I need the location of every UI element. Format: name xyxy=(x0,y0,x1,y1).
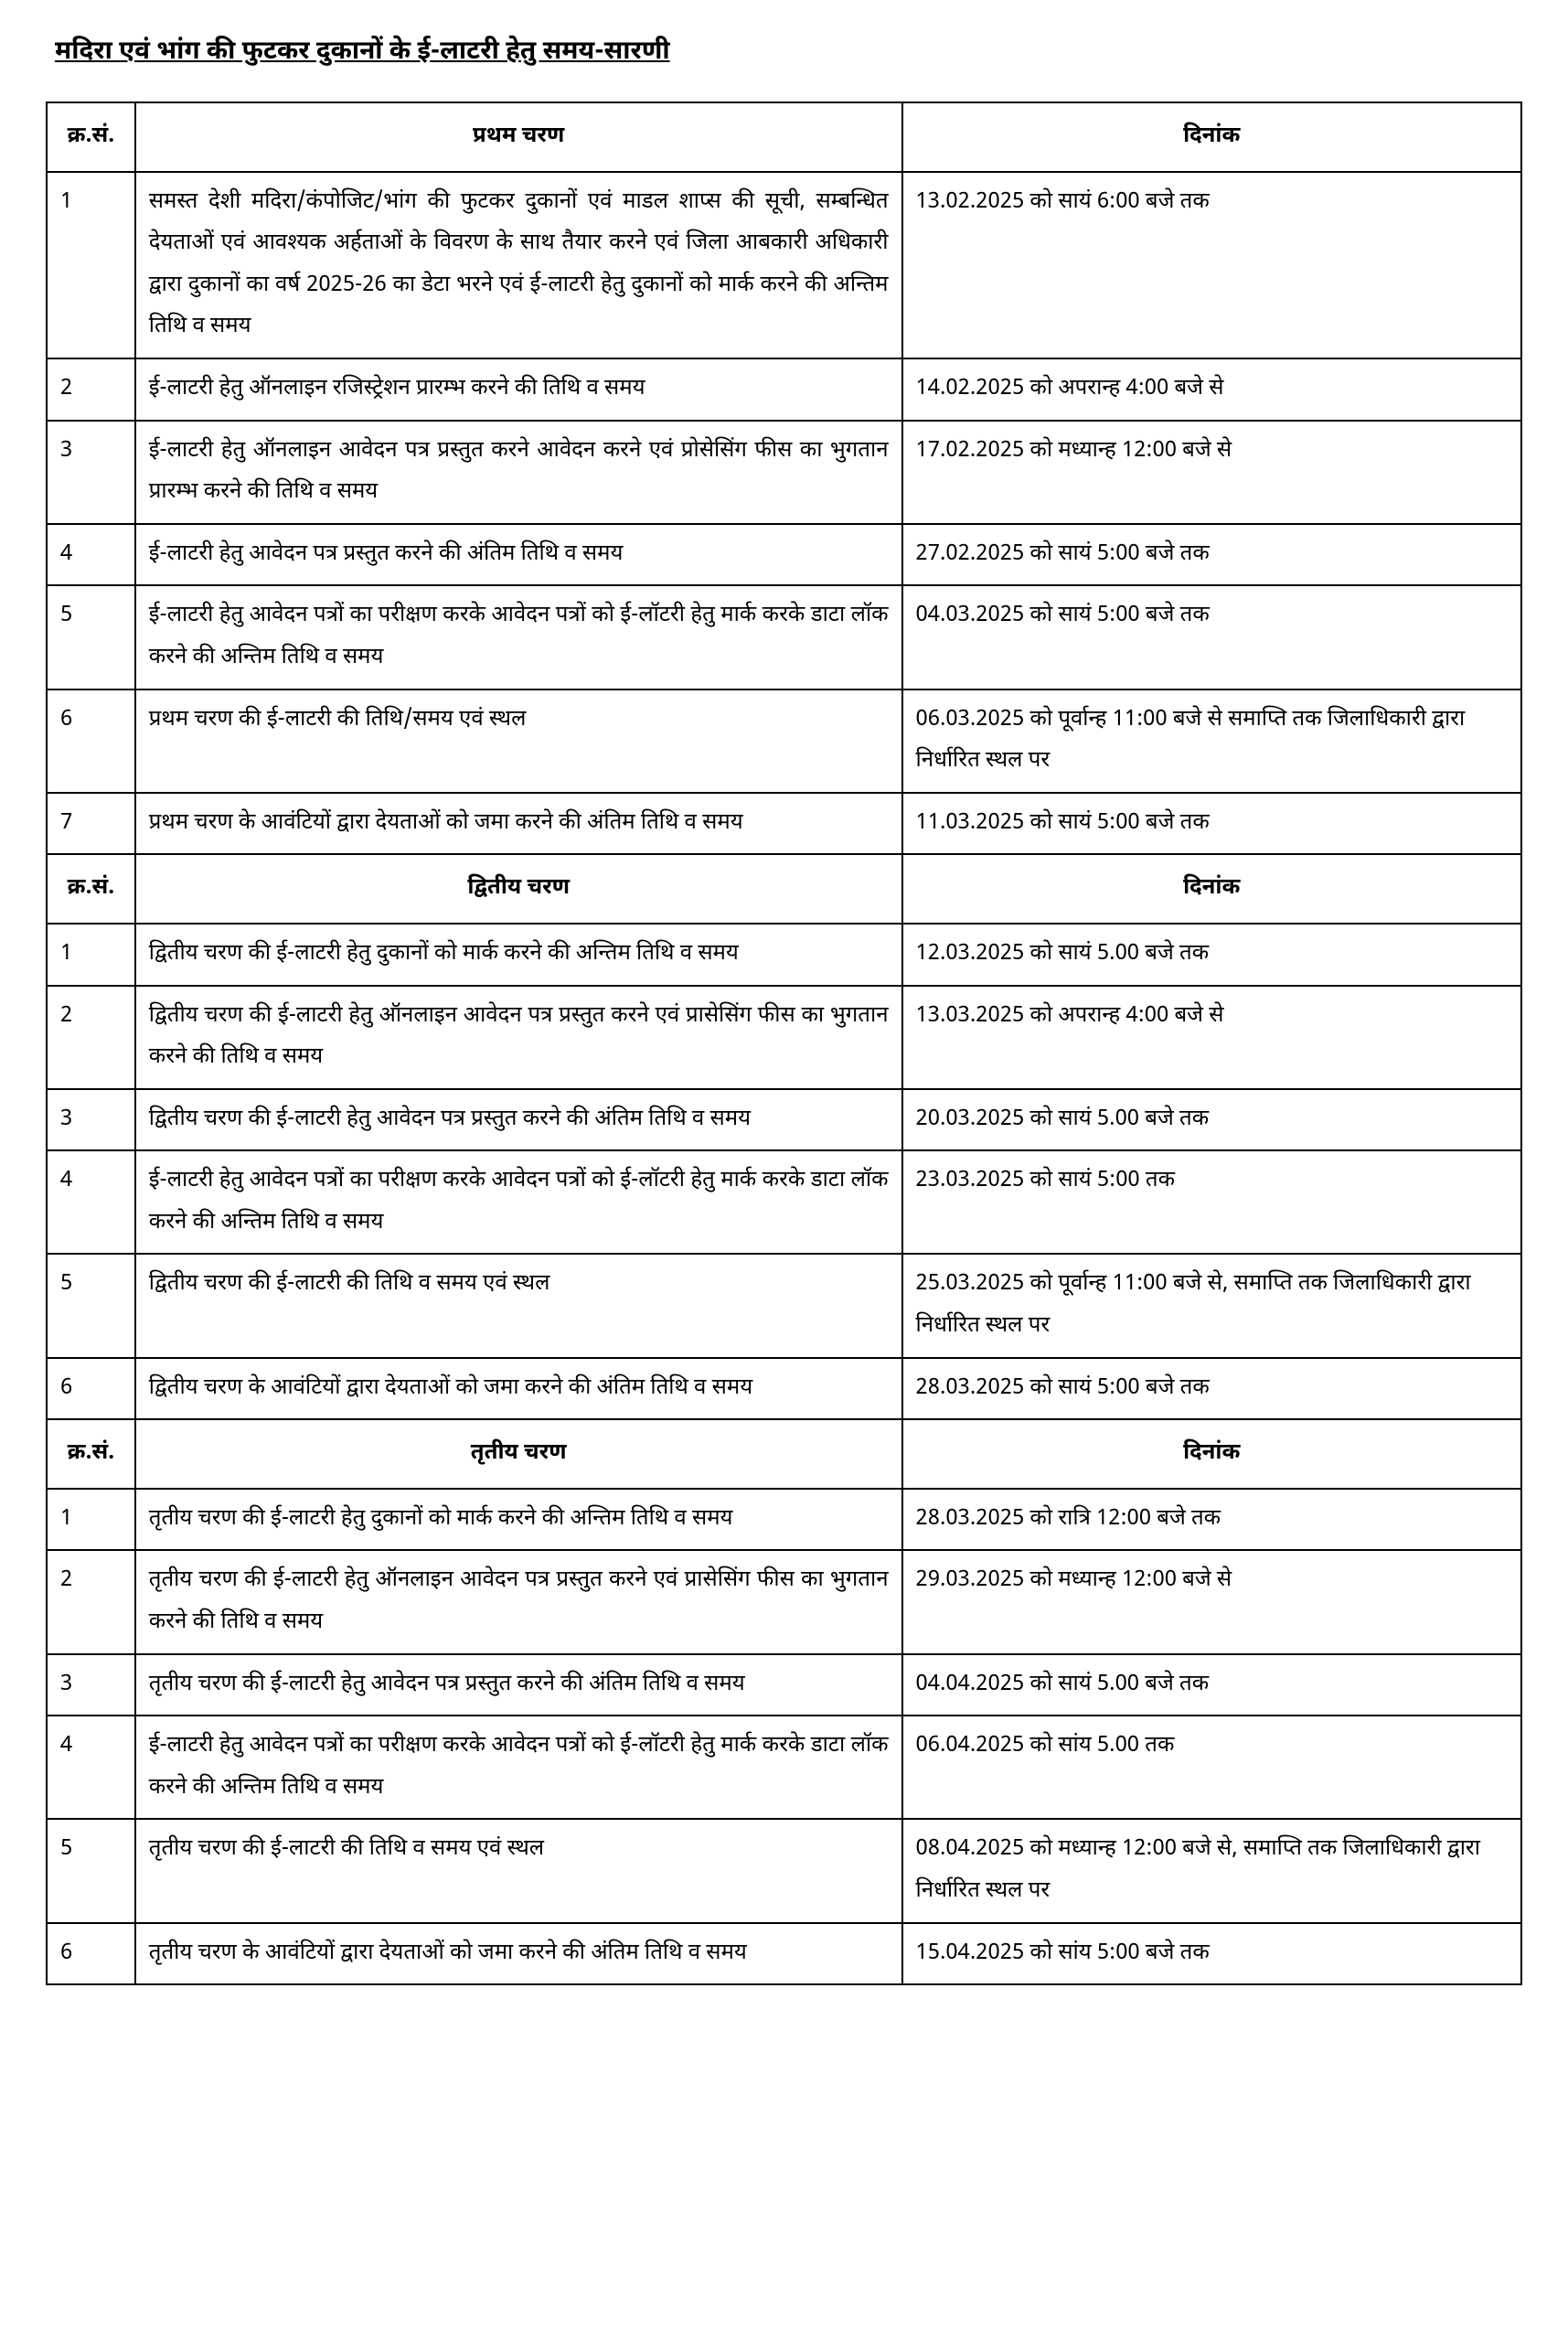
table-row: 6प्रथम चरण की ई-लाटरी की तिथि/समय एवं स्… xyxy=(47,689,1521,793)
serial-number: 7 xyxy=(47,793,135,855)
date-value: 20.03.2025 को सायं 5.00 बजे तक xyxy=(902,1089,1521,1151)
date-value: 27.02.2025 को सायं 5:00 बजे तक xyxy=(902,524,1521,586)
column-header-sn: क्र.सं. xyxy=(47,854,135,924)
description: ई-लाटरी हेतु आवेदन पत्र प्रस्तुत करने की… xyxy=(135,524,902,586)
serial-number: 2 xyxy=(47,1550,135,1653)
table-row: 7प्रथम चरण के आवंटियों द्वारा देयताओं को… xyxy=(47,793,1521,855)
table-row: 2तृतीय चरण की ई-लाटरी हेतु ऑनलाइन आवेदन … xyxy=(47,1550,1521,1653)
serial-number: 3 xyxy=(47,421,135,524)
date-value: 12.03.2025 को सायं 5.00 बजे तक xyxy=(902,924,1521,986)
description: ई-लाटरी हेतु आवेदन पत्रों का परीक्षण करक… xyxy=(135,585,902,689)
table-row: 6द्वितीय चरण के आवंटियों द्वारा देयताओं … xyxy=(47,1358,1521,1420)
description: समस्त देशी मदिरा/कंपोजिट/भांग की फुटकर द… xyxy=(135,172,902,358)
serial-number: 2 xyxy=(47,986,135,1089)
serial-number: 2 xyxy=(47,358,135,421)
table-row: 3ई-लाटरी हेतु ऑनलाइन आवेदन पत्र प्रस्तुत… xyxy=(47,421,1521,524)
description: द्वितीय चरण की ई-लाटरी की तिथि व समय एवं… xyxy=(135,1254,902,1357)
table-row: 1तृतीय चरण की ई-लाटरी हेतु दुकानों को मा… xyxy=(47,1489,1521,1551)
description: प्रथम चरण की ई-लाटरी की तिथि/समय एवं स्थ… xyxy=(135,689,902,793)
date-value: 23.03.2025 को सायं 5:00 तक xyxy=(902,1150,1521,1254)
serial-number: 3 xyxy=(47,1654,135,1716)
serial-number: 6 xyxy=(47,1358,135,1420)
serial-number: 6 xyxy=(47,689,135,793)
table-row: 1समस्त देशी मदिरा/कंपोजिट/भांग की फुटकर … xyxy=(47,172,1521,358)
description: द्वितीय चरण की ई-लाटरी हेतु आवेदन पत्र प… xyxy=(135,1089,902,1151)
date-value: 28.03.2025 को रात्रि 12:00 बजे तक xyxy=(902,1489,1521,1551)
table-row: 4ई-लाटरी हेतु आवेदन पत्र प्रस्तुत करने क… xyxy=(47,524,1521,586)
column-header-date: दिनांक xyxy=(902,854,1521,924)
date-value: 17.02.2025 को मध्यान्ह 12:00 बजे से xyxy=(902,421,1521,524)
description: तृतीय चरण की ई-लाटरी हेतु दुकानों को मार… xyxy=(135,1489,902,1551)
description: ई-लाटरी हेतु आवेदन पत्रों का परीक्षण करक… xyxy=(135,1716,902,1819)
serial-number: 4 xyxy=(47,1150,135,1254)
phase-header-row: क्र.सं.तृतीय चरणदिनांक xyxy=(47,1419,1521,1489)
schedule-table: क्र.सं.प्रथम चरणदिनांक1समस्त देशी मदिरा/… xyxy=(46,102,1522,1985)
serial-number: 3 xyxy=(47,1089,135,1151)
description: द्वितीय चरण की ई-लाटरी हेतु दुकानों को म… xyxy=(135,924,902,986)
date-value: 13.02.2025 को सायं 6:00 बजे तक xyxy=(902,172,1521,358)
serial-number: 5 xyxy=(47,1254,135,1357)
description: तृतीय चरण की ई-लाटरी हेतु आवेदन पत्र प्र… xyxy=(135,1654,902,1716)
column-header-date: दिनांक xyxy=(902,102,1521,172)
phase-name: तृतीय चरण xyxy=(135,1419,902,1489)
description: ई-लाटरी हेतु आवेदन पत्रों का परीक्षण करक… xyxy=(135,1150,902,1254)
serial-number: 6 xyxy=(47,1923,135,1985)
serial-number: 5 xyxy=(47,1819,135,1922)
serial-number: 4 xyxy=(47,524,135,586)
date-value: 11.03.2025 को सायं 5:00 बजे तक xyxy=(902,793,1521,855)
description: ई-लाटरी हेतु ऑनलाइन रजिस्ट्रेशन प्रारम्भ… xyxy=(135,358,902,421)
date-value: 25.03.2025 को पूर्वान्ह 11:00 बजे से, सम… xyxy=(902,1254,1521,1357)
table-row: 3तृतीय चरण की ई-लाटरी हेतु आवेदन पत्र प्… xyxy=(47,1654,1521,1716)
column-header-sn: क्र.सं. xyxy=(47,102,135,172)
serial-number: 1 xyxy=(47,924,135,986)
phase-header-row: क्र.सं.प्रथम चरणदिनांक xyxy=(47,102,1521,172)
table-row: 2द्वितीय चरण की ई-लाटरी हेतु ऑनलाइन आवेद… xyxy=(47,986,1521,1089)
table-row: 5ई-लाटरी हेतु आवेदन पत्रों का परीक्षण कर… xyxy=(47,585,1521,689)
date-value: 15.04.2025 को सांय 5:00 बजे तक xyxy=(902,1923,1521,1985)
phase-name: द्वितीय चरण xyxy=(135,854,902,924)
date-value: 28.03.2025 को सायं 5:00 बजे तक xyxy=(902,1358,1521,1420)
date-value: 13.03.2025 को अपरान्ह 4:00 बजे से xyxy=(902,986,1521,1089)
date-value: 08.04.2025 को मध्यान्ह 12:00 बजे से, समा… xyxy=(902,1819,1521,1922)
serial-number: 5 xyxy=(47,585,135,689)
date-value: 06.04.2025 को सांय 5.00 तक xyxy=(902,1716,1521,1819)
table-row: 5तृतीय चरण की ई-लाटरी की तिथि व समय एवं … xyxy=(47,1819,1521,1922)
column-header-date: दिनांक xyxy=(902,1419,1521,1489)
column-header-sn: क्र.सं. xyxy=(47,1419,135,1489)
date-value: 04.03.2025 को सायं 5:00 बजे तक xyxy=(902,585,1521,689)
date-value: 29.03.2025 को मध्यान्ह 12:00 बजे से xyxy=(902,1550,1521,1653)
table-row: 1द्वितीय चरण की ई-लाटरी हेतु दुकानों को … xyxy=(47,924,1521,986)
page-title: मदिरा एवं भांग की फुटकर दुकानों के ई-लाट… xyxy=(55,37,1522,69)
table-row: 6तृतीय चरण के आवंटियों द्वारा देयताओं को… xyxy=(47,1923,1521,1985)
table-row: 4ई-लाटरी हेतु आवेदन पत्रों का परीक्षण कर… xyxy=(47,1150,1521,1254)
table-row: 5द्वितीय चरण की ई-लाटरी की तिथि व समय एव… xyxy=(47,1254,1521,1357)
description: द्वितीय चरण के आवंटियों द्वारा देयताओं क… xyxy=(135,1358,902,1420)
table-row: 4ई-लाटरी हेतु आवेदन पत्रों का परीक्षण कर… xyxy=(47,1716,1521,1819)
description: तृतीय चरण की ई-लाटरी की तिथि व समय एवं स… xyxy=(135,1819,902,1922)
serial-number: 1 xyxy=(47,172,135,358)
date-value: 06.03.2025 को पूर्वान्ह 11:00 बजे से समा… xyxy=(902,689,1521,793)
serial-number: 4 xyxy=(47,1716,135,1819)
description: द्वितीय चरण की ई-लाटरी हेतु ऑनलाइन आवेदन… xyxy=(135,986,902,1089)
description: ई-लाटरी हेतु ऑनलाइन आवेदन पत्र प्रस्तुत … xyxy=(135,421,902,524)
table-row: 2ई-लाटरी हेतु ऑनलाइन रजिस्ट्रेशन प्रारम्… xyxy=(47,358,1521,421)
date-value: 14.02.2025 को अपरान्ह 4:00 बजे से xyxy=(902,358,1521,421)
description: प्रथम चरण के आवंटियों द्वारा देयताओं को … xyxy=(135,793,902,855)
phase-name: प्रथम चरण xyxy=(135,102,902,172)
table-row: 3द्वितीय चरण की ई-लाटरी हेतु आवेदन पत्र … xyxy=(47,1089,1521,1151)
phase-header-row: क्र.सं.द्वितीय चरणदिनांक xyxy=(47,854,1521,924)
description: तृतीय चरण की ई-लाटरी हेतु ऑनलाइन आवेदन प… xyxy=(135,1550,902,1653)
description: तृतीय चरण के आवंटियों द्वारा देयताओं को … xyxy=(135,1923,902,1985)
date-value: 04.04.2025 को सायं 5.00 बजे तक xyxy=(902,1654,1521,1716)
serial-number: 1 xyxy=(47,1489,135,1551)
